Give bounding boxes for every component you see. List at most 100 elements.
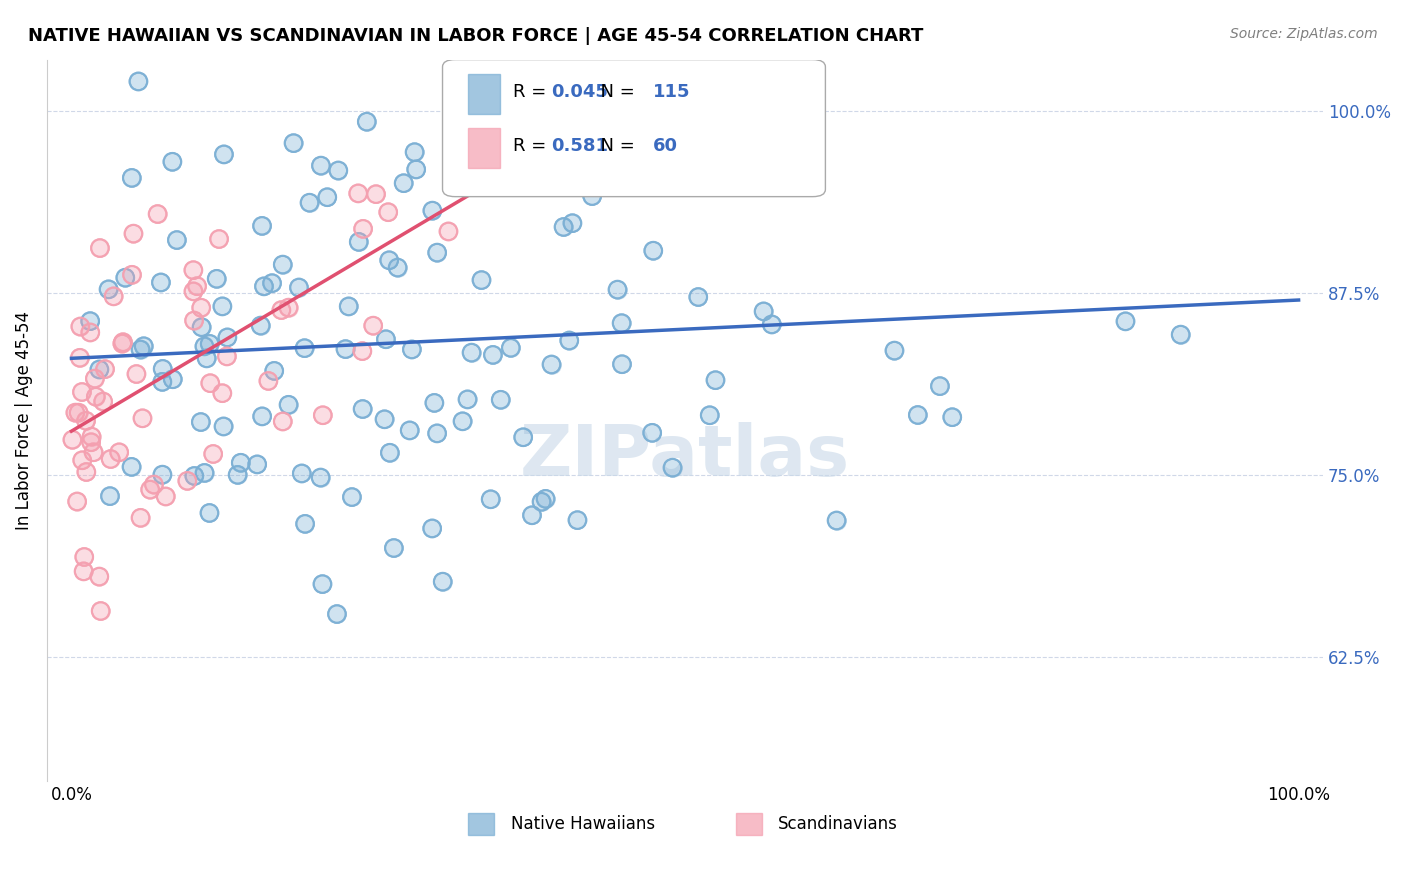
- Point: [761, 318, 783, 332]
- Point: [374, 332, 396, 346]
- Point: [606, 283, 628, 297]
- Point: [162, 372, 184, 386]
- Point: [84, 390, 107, 404]
- Point: [69, 351, 91, 365]
- Scandinavians: [62, 433, 84, 447]
- Point: [142, 477, 165, 491]
- Scandinavians: [211, 386, 233, 401]
- Scandinavians: [72, 565, 94, 579]
- Scandinavians: [84, 390, 107, 404]
- Scandinavians: [142, 477, 165, 491]
- Point: [132, 339, 155, 353]
- Point: [489, 392, 512, 407]
- Point: [392, 176, 415, 190]
- Point: [271, 258, 294, 272]
- Point: [67, 406, 90, 420]
- Point: [62, 433, 84, 447]
- Point: [328, 163, 350, 178]
- Text: R =: R =: [513, 137, 551, 155]
- Point: [378, 446, 401, 460]
- Point: [212, 419, 235, 434]
- Point: [374, 412, 396, 426]
- Point: [149, 276, 172, 290]
- Point: [229, 456, 252, 470]
- Point: [540, 358, 562, 372]
- Native Hawaiians: [150, 375, 173, 389]
- Point: [75, 465, 97, 479]
- Native Hawaiians: [127, 74, 149, 88]
- Point: [80, 430, 103, 444]
- Point: [129, 343, 152, 357]
- Point: [387, 260, 409, 275]
- Native Hawaiians: [387, 260, 409, 275]
- Native Hawaiians: [761, 318, 783, 332]
- Point: [432, 574, 454, 589]
- Point: [186, 279, 208, 293]
- Native Hawaiians: [422, 203, 444, 218]
- Point: [277, 398, 299, 412]
- Point: [352, 222, 374, 236]
- Point: [688, 290, 710, 304]
- Native Hawaiians: [671, 82, 693, 96]
- Point: [1114, 314, 1136, 328]
- Native Hawaiians: [129, 343, 152, 357]
- Native Hawaiians: [195, 351, 218, 366]
- Scandinavians: [65, 406, 87, 420]
- Point: [553, 219, 575, 234]
- Point: [103, 289, 125, 303]
- Native Hawaiians: [291, 467, 314, 481]
- Point: [89, 362, 111, 376]
- Point: [212, 147, 235, 161]
- Point: [335, 342, 357, 356]
- Point: [404, 145, 426, 160]
- Native Hawaiians: [643, 244, 665, 258]
- Scandinavians: [90, 604, 112, 618]
- Native Hawaiians: [205, 272, 228, 286]
- Point: [70, 453, 93, 467]
- Point: [558, 334, 581, 348]
- Point: [198, 337, 221, 351]
- Point: [671, 82, 693, 96]
- Point: [309, 470, 332, 484]
- Native Hawaiians: [337, 300, 360, 314]
- Native Hawaiians: [294, 341, 316, 355]
- Point: [75, 414, 97, 428]
- Point: [482, 348, 505, 362]
- Native Hawaiians: [162, 154, 184, 169]
- Native Hawaiians: [311, 577, 333, 591]
- Point: [79, 326, 101, 340]
- Point: [200, 376, 222, 391]
- Point: [356, 114, 378, 128]
- Point: [190, 320, 212, 334]
- Native Hawaiians: [423, 396, 446, 410]
- Point: [83, 371, 105, 385]
- Point: [183, 263, 205, 277]
- Scandinavians: [100, 452, 122, 467]
- Point: [69, 319, 91, 334]
- Native Hawaiians: [79, 314, 101, 328]
- Point: [347, 235, 370, 249]
- Point: [422, 203, 444, 218]
- Point: [294, 516, 316, 531]
- Point: [121, 170, 143, 185]
- Point: [426, 245, 449, 260]
- Native Hawaiians: [661, 460, 683, 475]
- Point: [489, 392, 512, 407]
- Text: 115: 115: [654, 83, 690, 101]
- Point: [122, 227, 145, 241]
- Point: [208, 232, 231, 246]
- Point: [150, 375, 173, 389]
- Point: [347, 235, 370, 249]
- Scandinavians: [125, 367, 148, 381]
- Native Hawaiians: [226, 467, 249, 482]
- Scandinavians: [67, 406, 90, 420]
- Point: [316, 190, 339, 204]
- Point: [277, 398, 299, 412]
- Point: [457, 392, 479, 407]
- Point: [340, 490, 363, 504]
- Point: [581, 189, 603, 203]
- Point: [352, 344, 374, 359]
- Scandinavians: [66, 494, 89, 508]
- Point: [356, 114, 378, 128]
- Point: [73, 549, 96, 564]
